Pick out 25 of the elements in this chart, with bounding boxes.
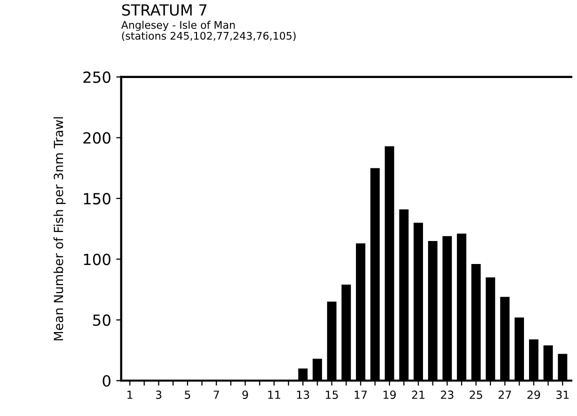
x-tick-label: 19 <box>384 390 396 399</box>
x-tick-label: 27 <box>498 390 511 399</box>
x-tick-label: 29 <box>527 390 540 399</box>
y-tick-label: 150 <box>84 192 110 204</box>
y-tick-label: 200 <box>83 132 110 144</box>
chart-title: STRATUM 7 <box>122 4 206 16</box>
y-axis-title: Mean Number of Fish per 3nm Trawl <box>54 117 66 340</box>
x-tick-label: 31 <box>556 390 569 399</box>
x-tick-label: 3 <box>156 390 162 399</box>
x-tick-label: 21 <box>412 390 424 399</box>
y-tick-label: 50 <box>93 314 110 326</box>
x-tick-label: 17 <box>354 390 367 399</box>
x-tick-label: 5 <box>184 390 190 399</box>
chart-subtitle: Anglesey - Isle of Man (stations 245,102,77,243,76,105) <box>121 20 296 41</box>
x-tick-label: 25 <box>470 390 482 399</box>
x-tick-label: 9 <box>242 390 248 399</box>
x-tick-label: 1 <box>128 390 132 399</box>
y-tick-label: 250 <box>83 71 110 83</box>
y-tick-label: 0 <box>102 375 110 387</box>
x-tick-label: 11 <box>268 390 280 399</box>
x-tick-label: 23 <box>440 390 454 399</box>
x-tick-label: 13 <box>297 390 310 399</box>
x-tick-label: 15 <box>326 390 338 399</box>
y-tick-label: 100 <box>84 254 110 266</box>
x-tick-label: 7 <box>214 390 219 399</box>
